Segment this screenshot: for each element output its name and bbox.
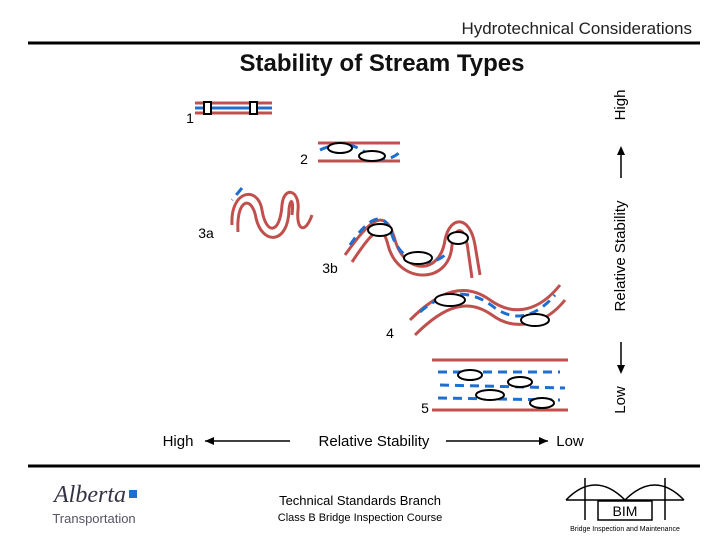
- footer-branch: Technical Standards Branch: [279, 493, 441, 508]
- bim-text: BIM: [613, 503, 638, 519]
- arrow-head: [539, 437, 548, 445]
- slide-title: Stability of Stream Types: [240, 50, 525, 77]
- y-axis-low: Low: [612, 386, 629, 414]
- footer-course: Class B Bridge Inspection Course: [278, 512, 442, 524]
- logo-square: [129, 490, 137, 498]
- stream-label: 5: [421, 400, 429, 416]
- stream-label: 4: [386, 325, 394, 341]
- stream-3b: [343, 217, 482, 279]
- section-title: Hydrotechnical Considerations: [461, 19, 692, 38]
- stream-4: [408, 284, 567, 337]
- stream-2: [318, 141, 402, 163]
- arrow-head: [205, 437, 214, 445]
- x-axis-high: High: [163, 433, 194, 450]
- stream-5: [432, 358, 568, 412]
- y-axis-label: Relative Stability: [612, 200, 629, 311]
- logo-sub: Transportation: [52, 511, 135, 526]
- stream-label: 1: [186, 110, 194, 126]
- y-axis-high: High: [612, 90, 629, 121]
- x-axis-label: Relative Stability: [319, 433, 430, 450]
- logo-name: Alberta: [52, 482, 126, 508]
- bim-logo: [565, 478, 685, 521]
- stream-3a: [230, 187, 314, 239]
- x-axis-low: Low: [556, 433, 584, 450]
- arrow-head: [617, 365, 625, 374]
- stream-label: 3b: [322, 260, 338, 276]
- stream-label: 2: [300, 151, 308, 167]
- arrow-head: [617, 146, 625, 155]
- bim-sub: Bridge Inspection and Maintenance: [570, 526, 680, 533]
- stream-1: [195, 101, 272, 115]
- stream-label: 3a: [198, 225, 214, 241]
